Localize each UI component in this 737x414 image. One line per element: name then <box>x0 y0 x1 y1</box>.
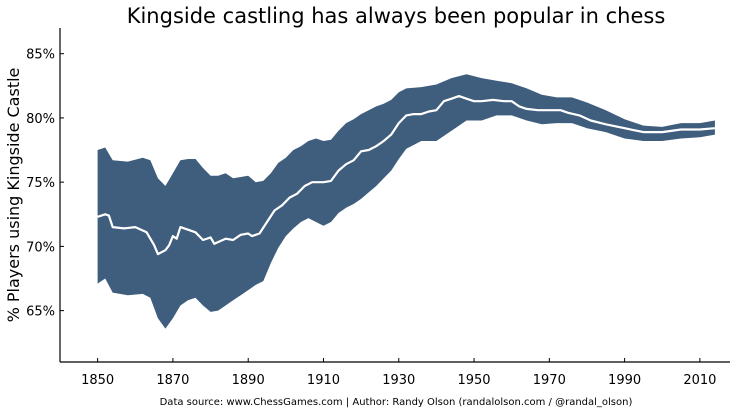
x-tick-label: 1930 <box>382 373 415 388</box>
x-tick-label: 1850 <box>81 373 114 388</box>
x-tick-label: 1870 <box>156 373 189 388</box>
y-tick-label: 80% <box>26 112 55 127</box>
axes: 1850 1870 1890 1910 1930 1950 1970 1990 2010 65% 7… <box>26 28 730 388</box>
footer-source: Data source: www.ChessGames.com | Author… <box>160 397 633 408</box>
confidence-band <box>97 74 715 329</box>
y-tick-label: 75% <box>26 176 55 191</box>
x-tick-label: 2010 <box>683 373 716 388</box>
mean-line <box>97 95 715 256</box>
chart-title: Kingside castling has always been popula… <box>127 4 666 28</box>
x-tick-label: 1950 <box>457 373 490 388</box>
y-tick-label: 70% <box>26 240 55 255</box>
y-tick-label: 85% <box>26 48 55 63</box>
x-tick-label: 1990 <box>608 373 641 388</box>
x-tick-label: 1890 <box>232 373 265 388</box>
x-tick-label: 1970 <box>533 373 566 388</box>
y-tick-label: 65% <box>26 305 55 320</box>
x-tick-label: 1910 <box>307 373 340 388</box>
plot-area <box>97 74 715 329</box>
y-axis-label: % Players using Kingside Castle <box>4 68 23 323</box>
